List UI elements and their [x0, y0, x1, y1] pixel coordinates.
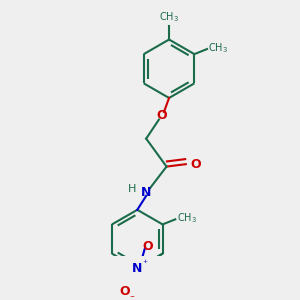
- Text: CH$_3$: CH$_3$: [208, 41, 228, 55]
- Text: O: O: [142, 239, 153, 253]
- Text: O: O: [191, 158, 201, 170]
- Text: $^-$: $^-$: [128, 293, 136, 300]
- Text: H: H: [128, 184, 136, 194]
- Text: CH$_3$: CH$_3$: [177, 211, 196, 225]
- Text: O: O: [119, 285, 130, 298]
- Text: O: O: [156, 109, 167, 122]
- Text: N: N: [141, 185, 152, 199]
- Text: CH$_3$: CH$_3$: [159, 10, 179, 24]
- Text: N: N: [132, 262, 142, 275]
- Text: $^+$: $^+$: [141, 259, 148, 268]
